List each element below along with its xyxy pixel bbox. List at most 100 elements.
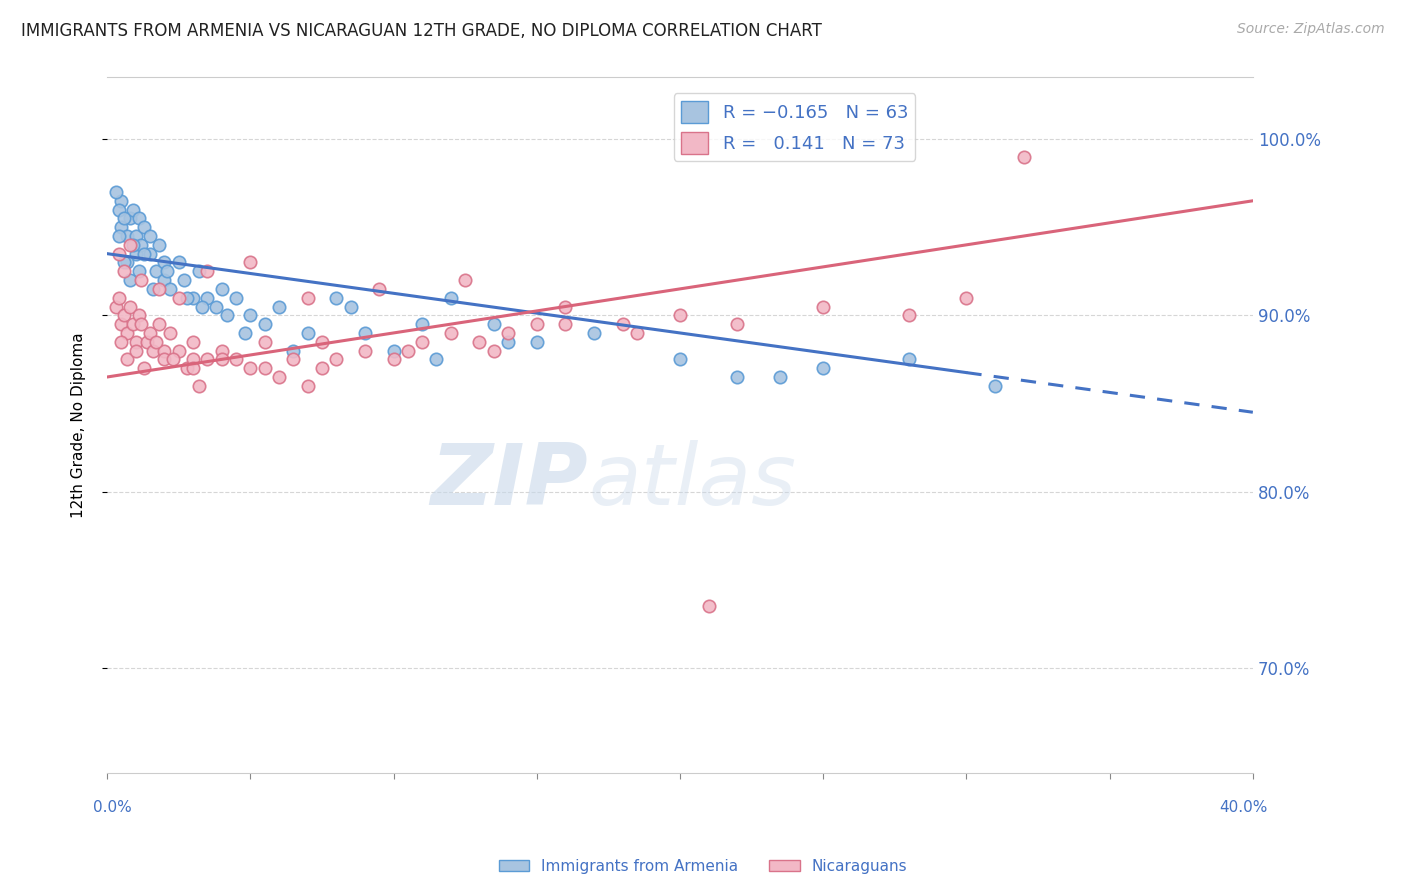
- Point: [112, 255, 135, 269]
- Point: [195, 352, 218, 367]
- Point: [526, 317, 548, 331]
- Point: [468, 334, 491, 349]
- Point: [156, 264, 179, 278]
- Point: [115, 255, 138, 269]
- Point: [181, 352, 204, 367]
- Point: [112, 264, 135, 278]
- Point: [112, 211, 135, 226]
- Point: [411, 317, 433, 331]
- Point: [139, 229, 162, 244]
- Point: [153, 255, 176, 269]
- Point: [239, 309, 262, 323]
- Point: [110, 334, 132, 349]
- Text: IMMIGRANTS FROM ARMENIA VS NICARAGUAN 12TH GRADE, NO DIPLOMA CORRELATION CHART: IMMIGRANTS FROM ARMENIA VS NICARAGUAN 12…: [21, 22, 823, 40]
- Point: [176, 291, 198, 305]
- Point: [121, 237, 143, 252]
- Point: [582, 326, 605, 340]
- Point: [253, 334, 276, 349]
- Point: [167, 255, 190, 269]
- Point: [118, 237, 141, 252]
- Point: [195, 291, 218, 305]
- Point: [153, 273, 176, 287]
- Text: 40.0%: 40.0%: [1219, 800, 1267, 815]
- Point: [267, 370, 290, 384]
- Point: [107, 202, 129, 217]
- Point: [118, 300, 141, 314]
- Point: [121, 317, 143, 331]
- Point: [205, 300, 228, 314]
- Point: [725, 370, 748, 384]
- Point: [233, 326, 256, 340]
- Point: [121, 202, 143, 217]
- Point: [128, 264, 150, 278]
- Point: [898, 309, 921, 323]
- Point: [110, 220, 132, 235]
- Point: [898, 352, 921, 367]
- Point: [131, 237, 153, 252]
- Point: [311, 334, 333, 349]
- Point: [128, 309, 150, 323]
- Point: [136, 334, 159, 349]
- Point: [354, 326, 377, 340]
- Point: [811, 361, 834, 376]
- Point: [225, 291, 247, 305]
- Point: [107, 246, 129, 260]
- Point: [145, 334, 167, 349]
- Point: [134, 220, 156, 235]
- Point: [153, 343, 176, 358]
- Point: [125, 246, 148, 260]
- Point: [134, 246, 156, 260]
- Point: [1012, 150, 1035, 164]
- Point: [217, 309, 239, 323]
- Text: atlas: atlas: [588, 440, 796, 523]
- Point: [325, 291, 347, 305]
- Point: [115, 352, 138, 367]
- Point: [125, 343, 148, 358]
- Point: [283, 343, 305, 358]
- Point: [112, 309, 135, 323]
- Point: [104, 300, 127, 314]
- Text: ZIP: ZIP: [430, 440, 588, 523]
- Point: [339, 300, 361, 314]
- Point: [153, 352, 176, 367]
- Text: Source: ZipAtlas.com: Source: ZipAtlas.com: [1237, 22, 1385, 37]
- Point: [118, 211, 141, 226]
- Point: [181, 361, 204, 376]
- Point: [190, 300, 212, 314]
- Point: [612, 317, 634, 331]
- Text: 0.0%: 0.0%: [93, 800, 132, 815]
- Point: [107, 229, 129, 244]
- Point: [239, 255, 262, 269]
- Point: [425, 352, 447, 367]
- Point: [211, 282, 233, 296]
- Point: [125, 229, 148, 244]
- Point: [267, 300, 290, 314]
- Point: [211, 352, 233, 367]
- Point: [167, 343, 190, 358]
- Point: [382, 352, 405, 367]
- Point: [496, 326, 519, 340]
- Point: [195, 264, 218, 278]
- Point: [148, 237, 170, 252]
- Point: [984, 379, 1007, 393]
- Point: [104, 185, 127, 199]
- Point: [454, 273, 477, 287]
- Point: [669, 309, 692, 323]
- Point: [368, 282, 391, 296]
- Legend: Immigrants from Armenia, Nicaraguans: Immigrants from Armenia, Nicaraguans: [492, 853, 914, 880]
- Point: [211, 343, 233, 358]
- Point: [440, 326, 463, 340]
- Point: [811, 300, 834, 314]
- Point: [697, 599, 720, 613]
- Point: [955, 291, 977, 305]
- Point: [725, 317, 748, 331]
- Point: [311, 361, 333, 376]
- Point: [131, 317, 153, 331]
- Point: [411, 334, 433, 349]
- Point: [396, 343, 419, 358]
- Point: [283, 352, 305, 367]
- Point: [225, 352, 247, 367]
- Point: [173, 273, 195, 287]
- Point: [145, 264, 167, 278]
- Legend: R = −0.165   N = 63, R =   0.141   N = 73: R = −0.165 N = 63, R = 0.141 N = 73: [673, 94, 915, 161]
